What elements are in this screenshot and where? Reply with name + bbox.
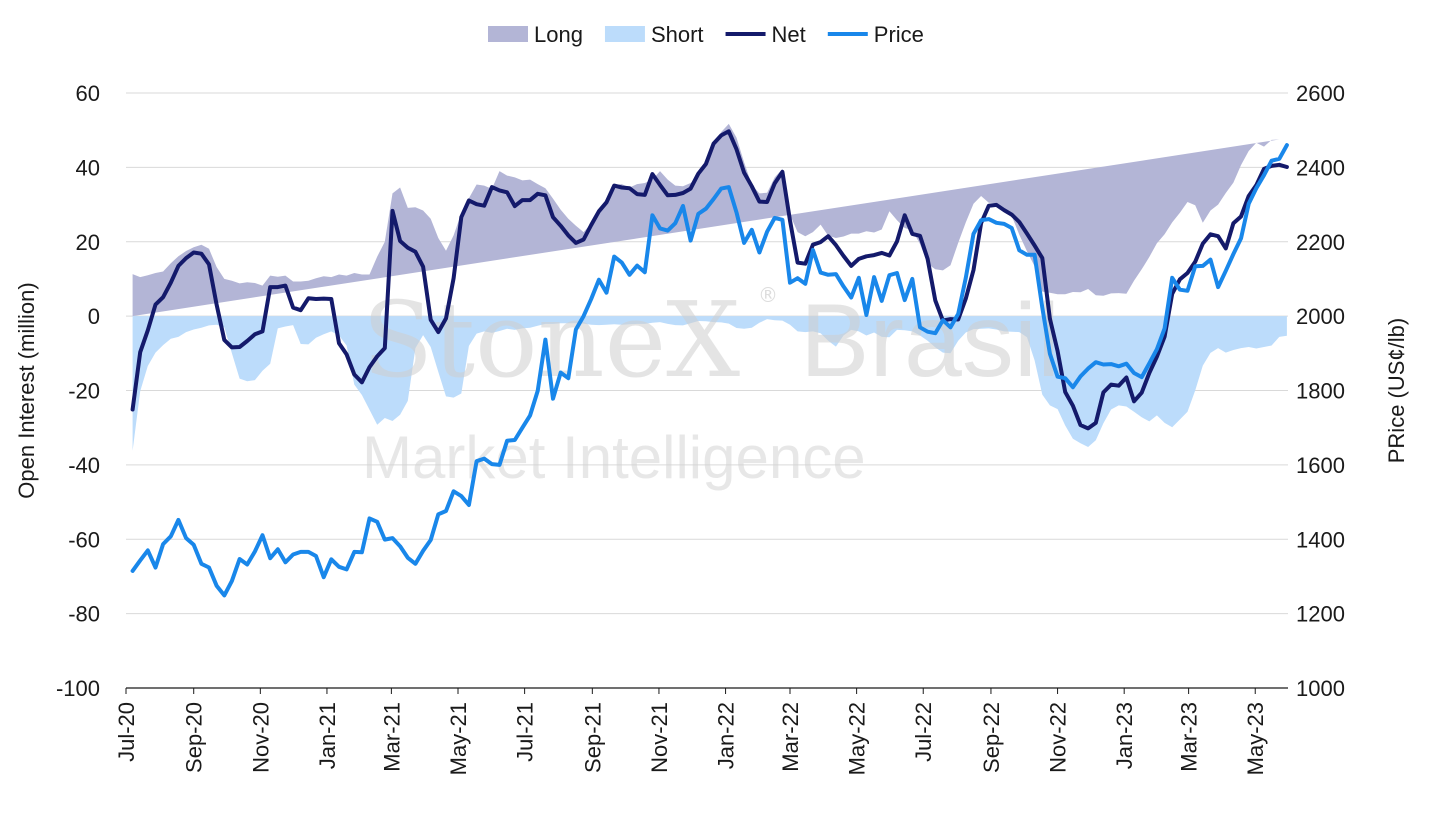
x-tick-jul-21: Jul-21 xyxy=(513,702,538,762)
y-left-tick-60: 60 xyxy=(76,81,100,106)
x-tick-nov-22: Nov-22 xyxy=(1046,702,1071,773)
watermark-registered: ® xyxy=(758,283,778,307)
y-left-tick-20: -20 xyxy=(68,379,100,404)
x-tick-nov-20: Nov-20 xyxy=(248,702,273,773)
legend-label-price: Price xyxy=(874,22,924,47)
x-tick-jul-22: Jul-22 xyxy=(911,702,936,762)
x-tick-may-23: May-23 xyxy=(1243,702,1268,775)
watermark-market-intelligence: Market Intelligence xyxy=(362,424,866,491)
y-right-tick-1000: 1000 xyxy=(1296,676,1345,701)
x-tick-may-21: May-21 xyxy=(446,702,471,775)
y-right-tick-2600: 2600 xyxy=(1296,81,1345,106)
x-tick-sep-20: Sep-20 xyxy=(182,702,207,773)
y-left-tick-100: -100 xyxy=(56,676,100,701)
y-right-tick-2200: 2200 xyxy=(1296,230,1345,255)
y-right-tick-1600: 1600 xyxy=(1296,453,1345,478)
y-right-tick-2000: 2000 xyxy=(1296,304,1345,329)
y-left-tick-80: -80 xyxy=(68,602,100,627)
y-right-axis-title: PRice (US¢/lb) xyxy=(1384,318,1409,463)
legend-label-net: Net xyxy=(772,22,806,47)
y-right-tick-1800: 1800 xyxy=(1296,379,1345,404)
legend-label-short: Short xyxy=(651,22,704,47)
watermark-brasil: Brasil xyxy=(800,283,1060,399)
line-series xyxy=(130,129,1289,598)
x-tick-sep-22: Sep-22 xyxy=(979,702,1004,773)
x-tick-jan-22: Jan-22 xyxy=(714,702,739,769)
legend-label-long: Long xyxy=(534,22,583,47)
x-tick-mar-21: Mar-21 xyxy=(379,702,404,772)
y-left-tick-60: -60 xyxy=(68,527,100,552)
x-tick-mar-23: Mar-23 xyxy=(1177,702,1202,772)
x-tick-jan-21: Jan-21 xyxy=(315,702,340,769)
watermark: StoneX ® Brasil Market Intelligence xyxy=(362,279,1060,491)
legend: Long Short Net Price xyxy=(488,22,924,47)
y-left-tick-0: 0 xyxy=(88,304,100,329)
x-tick-mar-22: Mar-22 xyxy=(778,702,803,772)
x-tick-nov-21: Nov-21 xyxy=(647,702,672,773)
y-left-axis-title: Open Interest (million) xyxy=(14,282,39,498)
legend-swatch-long xyxy=(488,26,528,42)
y-left-tick-40: 40 xyxy=(76,155,100,180)
y-right-tick-1400: 1400 xyxy=(1296,527,1345,552)
y-right-tick-1200: 1200 xyxy=(1296,602,1345,627)
x-tick-jan-23: Jan-23 xyxy=(1112,702,1137,769)
y-right-tick-2400: 2400 xyxy=(1296,155,1345,180)
legend-swatch-short xyxy=(604,26,645,42)
x-tick-sep-21: Sep-21 xyxy=(580,702,605,773)
series-net-line xyxy=(130,129,1289,431)
series-price-line xyxy=(130,143,1289,598)
x-tick-may-22: May-22 xyxy=(845,702,870,775)
y-left-tick-20: 20 xyxy=(76,230,100,255)
series-long-area xyxy=(132,123,1280,317)
axes: -100 -80 -60 -40 -20 0 20 40 60 1000 1200 1400 1600 1… xyxy=(14,81,1409,775)
x-tick-jul-20: Jul-20 xyxy=(114,702,139,762)
y-left-tick-40: -40 xyxy=(68,453,100,478)
